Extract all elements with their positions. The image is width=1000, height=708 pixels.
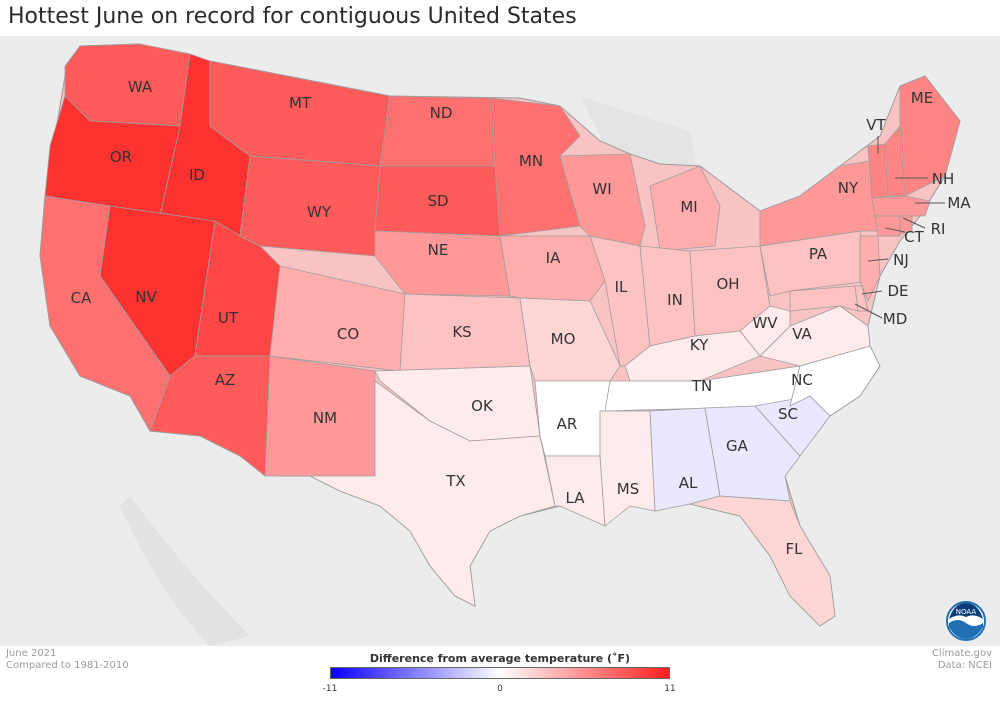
state-region-md (789, 285, 859, 312)
footer: June 2021 Compared to 1981-2010 Climate.… (0, 646, 1000, 708)
label-leader-lines (854, 136, 945, 319)
legend-max-label: 11 (664, 684, 676, 694)
state-label-nv: NV (135, 288, 157, 306)
state-label-ms: MS (617, 480, 639, 498)
state-region-ct (874, 215, 901, 237)
state-region-ia (499, 235, 606, 302)
state-region-wy (239, 155, 381, 257)
state-label-va: VA (792, 325, 812, 343)
state-label-fl: FL (786, 540, 804, 558)
state-label-ut: UT (218, 309, 239, 327)
state-label-nj: NJ (893, 251, 909, 269)
state-label-ar: AR (557, 415, 578, 433)
state-region-tx (309, 380, 556, 607)
map-title: Hottest June on record for contiguous Un… (8, 4, 577, 29)
state-label-nh: NH (932, 170, 955, 188)
state-label-wv: WV (752, 314, 778, 332)
state-label-mo: MO (551, 330, 576, 348)
state-label-ks: KS (452, 323, 471, 341)
state-regions (39, 43, 961, 627)
state-labels: WA OR ID MT ND MN SD WY CA NV UT CO AZ N… (71, 78, 972, 558)
state-label-la: LA (566, 489, 586, 507)
baseline-label: Compared to 1981-2010 (6, 660, 129, 671)
state-label-ma: MA (947, 194, 971, 212)
state-region-fl (689, 495, 836, 627)
state-label-ga: GA (726, 437, 749, 455)
state-label-vt: VT (866, 116, 886, 134)
state-label-wa: WA (128, 78, 153, 96)
state-region-wv (739, 305, 791, 357)
state-label-de: DE (887, 282, 908, 300)
state-region-ma (871, 195, 931, 217)
great-lakes-water (580, 96, 700, 186)
state-region-ne (374, 230, 511, 297)
legend-title: Difference from average temperature (˚F) (369, 652, 631, 665)
state-label-mi: MI (680, 198, 697, 216)
source-credit: Climate.gov (931, 648, 992, 659)
state-label-ok: OK (471, 397, 494, 415)
legend-mid-label: 0 (497, 684, 503, 694)
date-label: June 2021 (6, 648, 57, 659)
noaa-logo-text: NOAA (956, 608, 977, 616)
state-label-al: AL (679, 474, 698, 492)
map-panel: WA OR ID MT ND MN SD WY CA NV UT CO AZ N… (0, 36, 1000, 646)
noaa-logo-icon: NOAA (946, 601, 986, 641)
data-credit: Data: NCEI (937, 660, 992, 671)
state-region-mi (649, 165, 721, 252)
state-label-id: ID (189, 166, 205, 184)
state-label-tx: TX (445, 472, 465, 490)
state-label-il: IL (615, 278, 628, 296)
state-label-mn: MN (519, 152, 543, 170)
legend-colorbar (330, 667, 670, 679)
state-label-wy: WY (307, 203, 332, 221)
state-label-me: ME (911, 89, 933, 107)
state-label-co: CO (337, 325, 359, 343)
state-label-sd: SD (427, 192, 448, 210)
state-label-ne: NE (428, 241, 449, 259)
state-label-ri: RI (931, 220, 946, 238)
state-label-or: OR (110, 148, 132, 166)
state-label-mt: MT (289, 94, 312, 112)
state-region-la (544, 455, 606, 527)
state-label-nm: NM (313, 409, 337, 427)
state-label-sc: SC (778, 405, 798, 423)
state-label-tn: TN (691, 377, 712, 395)
state-region-me (899, 75, 961, 197)
state-label-ca: CA (71, 289, 92, 307)
us-temperature-map: WA OR ID MT ND MN SD WY CA NV UT CO AZ N… (0, 36, 1000, 646)
state-label-in: IN (667, 291, 683, 309)
legend-min-label: -11 (322, 684, 338, 694)
mexico-land (120, 496, 250, 646)
state-label-ia: IA (546, 249, 561, 267)
state-label-wi: WI (592, 180, 611, 198)
state-label-nc: NC (791, 371, 813, 389)
state-region-nj (859, 235, 881, 302)
state-label-ct: CT (904, 228, 924, 246)
state-label-ky: KY (690, 336, 709, 354)
state-label-ny: NY (838, 179, 859, 197)
state-label-pa: PA (809, 245, 828, 263)
state-label-nd: ND (430, 104, 453, 122)
state-label-md: MD (883, 310, 908, 328)
state-label-az: AZ (215, 371, 236, 389)
state-label-oh: OH (716, 275, 739, 293)
